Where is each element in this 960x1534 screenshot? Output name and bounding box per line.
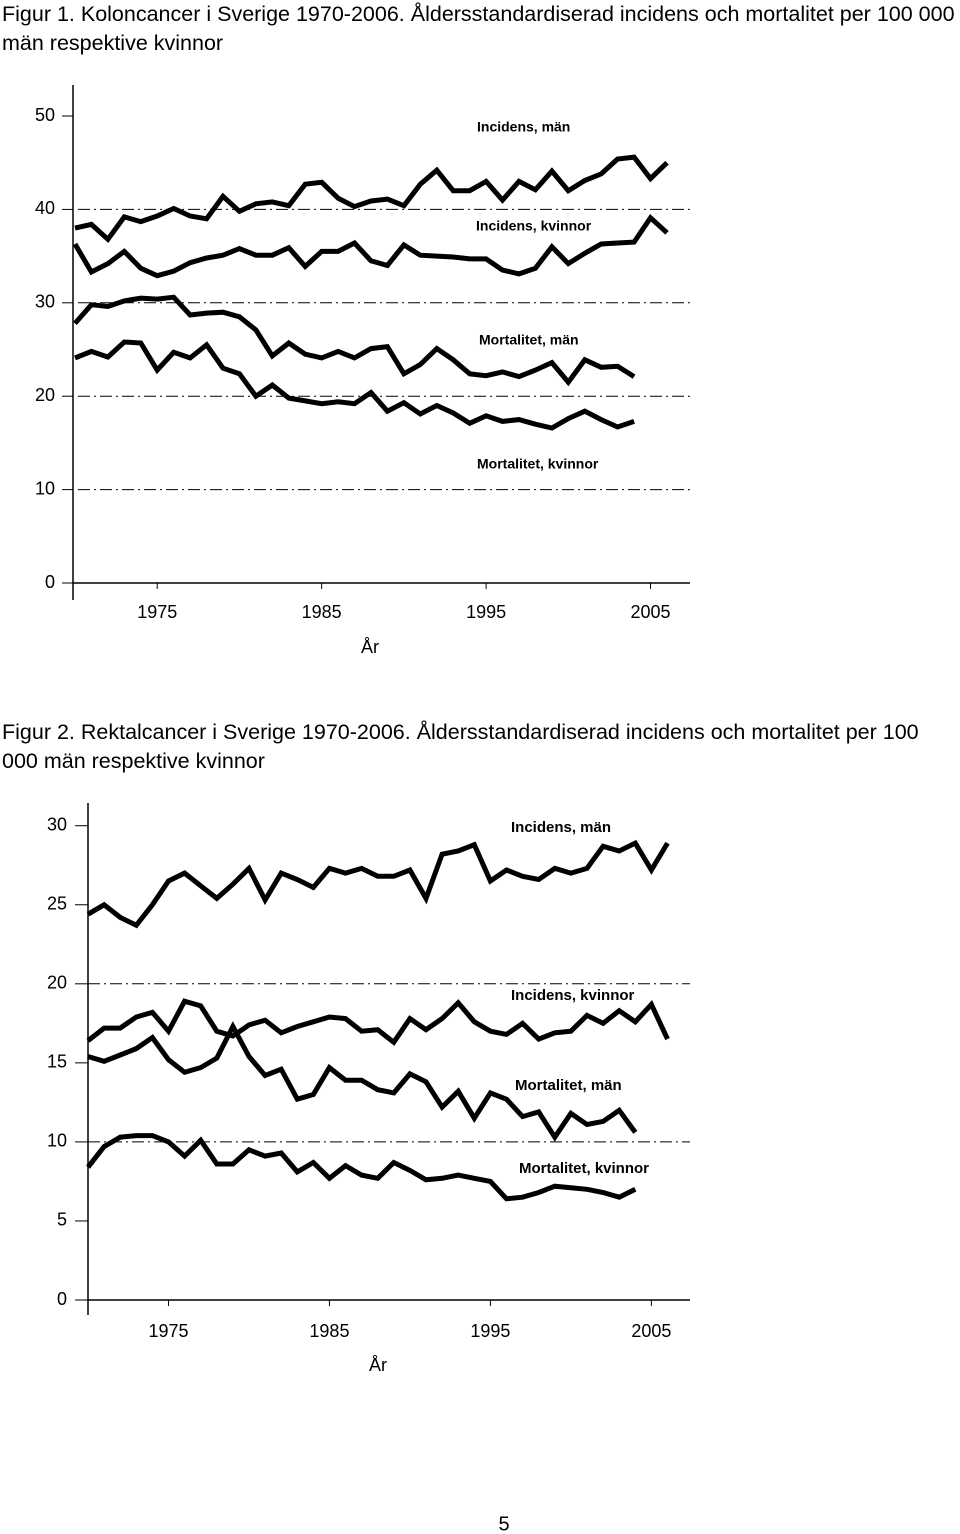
series-label: Mortalitet, kvinnor	[519, 1160, 649, 1177]
series-label: Mortalitet, män	[479, 332, 579, 348]
chart-title: Figur 2. Rektalcancer i Sverige 1970-200…	[2, 720, 919, 773]
y-tick-label: 40	[35, 198, 55, 218]
y-tick-label: 0	[45, 572, 55, 592]
x-tick-label: 1975	[148, 1321, 188, 1341]
x-axis-label: År	[369, 1355, 387, 1375]
series-line	[86, 839, 670, 929]
series-label: Mortalitet, kvinnor	[477, 456, 599, 472]
y-tick-label: 15	[47, 1052, 67, 1072]
series-line	[74, 339, 635, 431]
series-line	[86, 1133, 637, 1202]
y-tick-label: 0	[57, 1289, 67, 1309]
x-tick-label: 1985	[309, 1321, 349, 1341]
series-line	[73, 294, 636, 387]
x-tick-label: 1975	[137, 602, 177, 622]
y-tick-label: 20	[47, 973, 67, 993]
y-tick-label: 25	[47, 894, 67, 914]
x-tick-label: 2005	[631, 1321, 671, 1341]
chart-title: Figur 1. Koloncancer i Sverige 1970-2006…	[2, 2, 955, 55]
y-tick-label: 10	[35, 478, 55, 498]
y-tick-label: 10	[47, 1131, 67, 1151]
series-label: Incidens, män	[511, 819, 611, 836]
y-tick-label: 5	[57, 1210, 67, 1230]
series-line	[87, 1021, 638, 1142]
x-tick-label: 1985	[302, 602, 342, 622]
series-label: Mortalitet, män	[515, 1077, 622, 1094]
series-line	[72, 214, 669, 279]
series-line	[86, 998, 670, 1046]
series-label: Incidens, män	[477, 119, 570, 135]
page-number: 5	[498, 1513, 509, 1534]
y-tick-label: 20	[35, 385, 55, 405]
series-label: Incidens, kvinnor	[476, 218, 592, 234]
y-tick-label: 50	[35, 105, 55, 125]
y-tick-label: 30	[47, 814, 67, 834]
x-tick-label: 2005	[631, 602, 671, 622]
series-label: Incidens, kvinnor	[511, 987, 635, 1004]
y-tick-label: 30	[35, 292, 55, 312]
series-line	[74, 154, 669, 244]
x-axis-label: År	[361, 637, 379, 657]
x-tick-label: 1995	[466, 602, 506, 622]
x-tick-label: 1995	[470, 1321, 510, 1341]
